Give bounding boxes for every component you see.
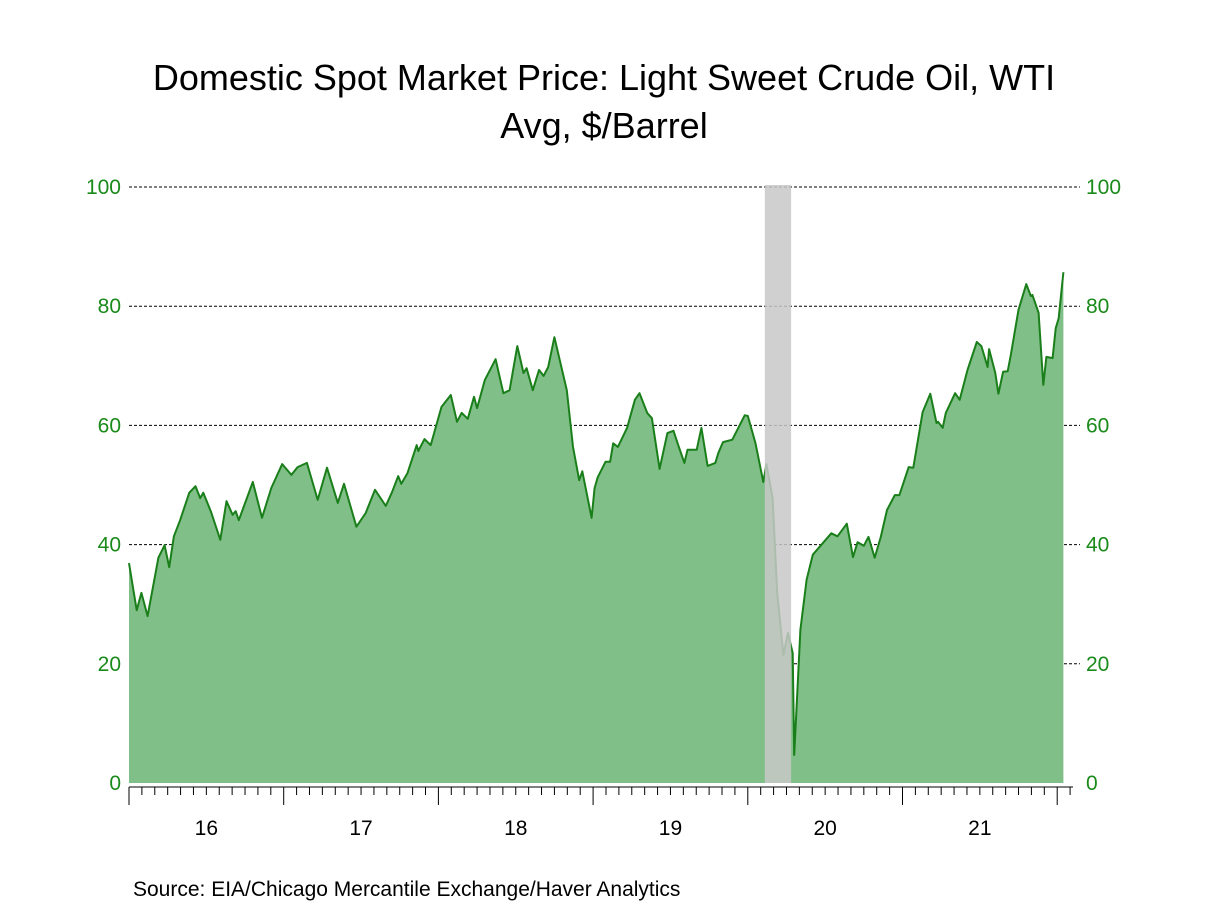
recession-band bbox=[764, 185, 792, 783]
y-tick-label-left: 60 bbox=[98, 414, 121, 437]
plot-area bbox=[128, 185, 1065, 783]
y-tick-label-right: 40 bbox=[1086, 534, 1109, 557]
y-tick-label-left: 40 bbox=[98, 534, 121, 557]
chart-title: Domestic Spot Market Price: Light Sweet … bbox=[153, 57, 1055, 98]
y-tick-label-left: 80 bbox=[98, 295, 121, 318]
x-tick-label: 16 bbox=[195, 817, 218, 840]
y-tick-label-left: 100 bbox=[86, 176, 121, 199]
x-tick-label: 21 bbox=[968, 817, 991, 840]
y-tick-label-right: 20 bbox=[1086, 653, 1109, 676]
y-tick-label-left: 0 bbox=[109, 772, 121, 795]
source-note: Source: EIA/Chicago Mercantile Exchange/… bbox=[133, 878, 680, 901]
x-axis: 16 17 18 19 20 21 bbox=[128, 786, 1073, 840]
y-tick-label-right: 60 bbox=[1086, 414, 1109, 437]
x-tick-label: 20 bbox=[813, 817, 836, 840]
x-tick-label: 18 bbox=[504, 817, 527, 840]
y-tick-label-right: 100 bbox=[1086, 176, 1121, 199]
y-tick-label-left: 20 bbox=[98, 653, 121, 676]
chart-subtitle: Avg, $/Barrel bbox=[500, 105, 707, 146]
area-fill bbox=[129, 272, 1064, 783]
series-line bbox=[128, 272, 1065, 756]
y-axis: 0 0 20 20 40 40 60 60 80 80 100 100 bbox=[86, 176, 1121, 795]
y-tick-label-right: 0 bbox=[1086, 772, 1098, 795]
x-tick-label: 19 bbox=[659, 817, 682, 840]
y-tick-label-right: 80 bbox=[1086, 295, 1109, 318]
x-tick-label: 17 bbox=[349, 817, 372, 840]
